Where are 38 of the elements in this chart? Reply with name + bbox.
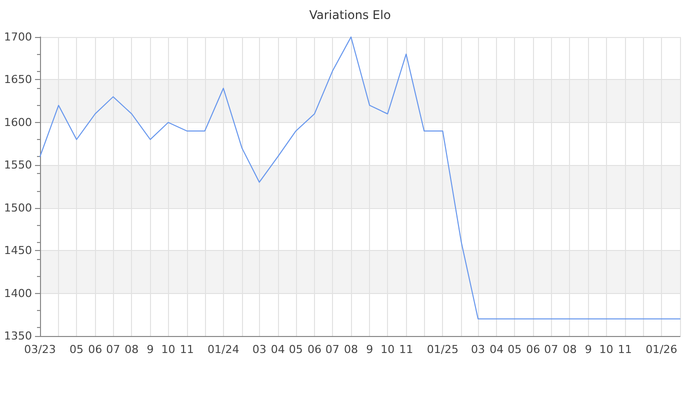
x-tick-label: 04 bbox=[490, 343, 504, 356]
x-tick-label: 06 bbox=[526, 343, 540, 356]
x-tick-label: 10 bbox=[599, 343, 614, 356]
x-tick-label: 04 bbox=[270, 343, 285, 356]
y-tick-label: 1600 bbox=[4, 116, 32, 129]
x-tick-label: 08 bbox=[344, 343, 358, 356]
y-tick-label: 1350 bbox=[4, 330, 32, 342]
x-tick-label: 9 bbox=[146, 343, 154, 356]
x-tick-label: 01/26 bbox=[646, 343, 678, 356]
x-tick-label: 01/24 bbox=[208, 343, 240, 356]
y-tick-label: 1700 bbox=[4, 30, 32, 44]
x-tick-label: 06 bbox=[88, 343, 102, 356]
x-tick-label: 05 bbox=[508, 343, 522, 356]
x-tick-label: 03 bbox=[471, 343, 486, 356]
x-tick-label: 11 bbox=[180, 343, 194, 356]
x-tick-label: 08 bbox=[562, 343, 577, 356]
x-tick-label: 10 bbox=[161, 343, 176, 356]
y-tick-label: 1650 bbox=[4, 73, 32, 86]
x-tick-label: 9 bbox=[366, 343, 374, 356]
x-tick-label: 08 bbox=[124, 343, 139, 356]
y-tick-label: 1550 bbox=[4, 158, 32, 172]
x-tick-label: 05 bbox=[288, 343, 303, 356]
x-tick-label: 01/25 bbox=[426, 343, 459, 356]
x-tick-label: 03 bbox=[252, 343, 266, 356]
y-tick-label: 1400 bbox=[4, 286, 32, 300]
x-tick-label: 07 bbox=[325, 343, 340, 356]
x-tick-label: 03/23 bbox=[24, 343, 56, 356]
chart-title: Variations Elo bbox=[309, 8, 391, 22]
y-tick-label: 1500 bbox=[4, 201, 32, 214]
x-tick-label: 9 bbox=[584, 343, 592, 356]
x-tick-label: 11 bbox=[399, 343, 414, 356]
y-tick-label: 1450 bbox=[4, 244, 32, 258]
x-tick-label: 06 bbox=[307, 343, 322, 356]
x-tick-label: 10 bbox=[380, 343, 395, 356]
x-tick-label: 07 bbox=[106, 343, 120, 356]
x-tick-label: 07 bbox=[544, 343, 558, 356]
x-tick-label: 05 bbox=[70, 343, 84, 356]
x-tick-label: 11 bbox=[618, 343, 632, 356]
